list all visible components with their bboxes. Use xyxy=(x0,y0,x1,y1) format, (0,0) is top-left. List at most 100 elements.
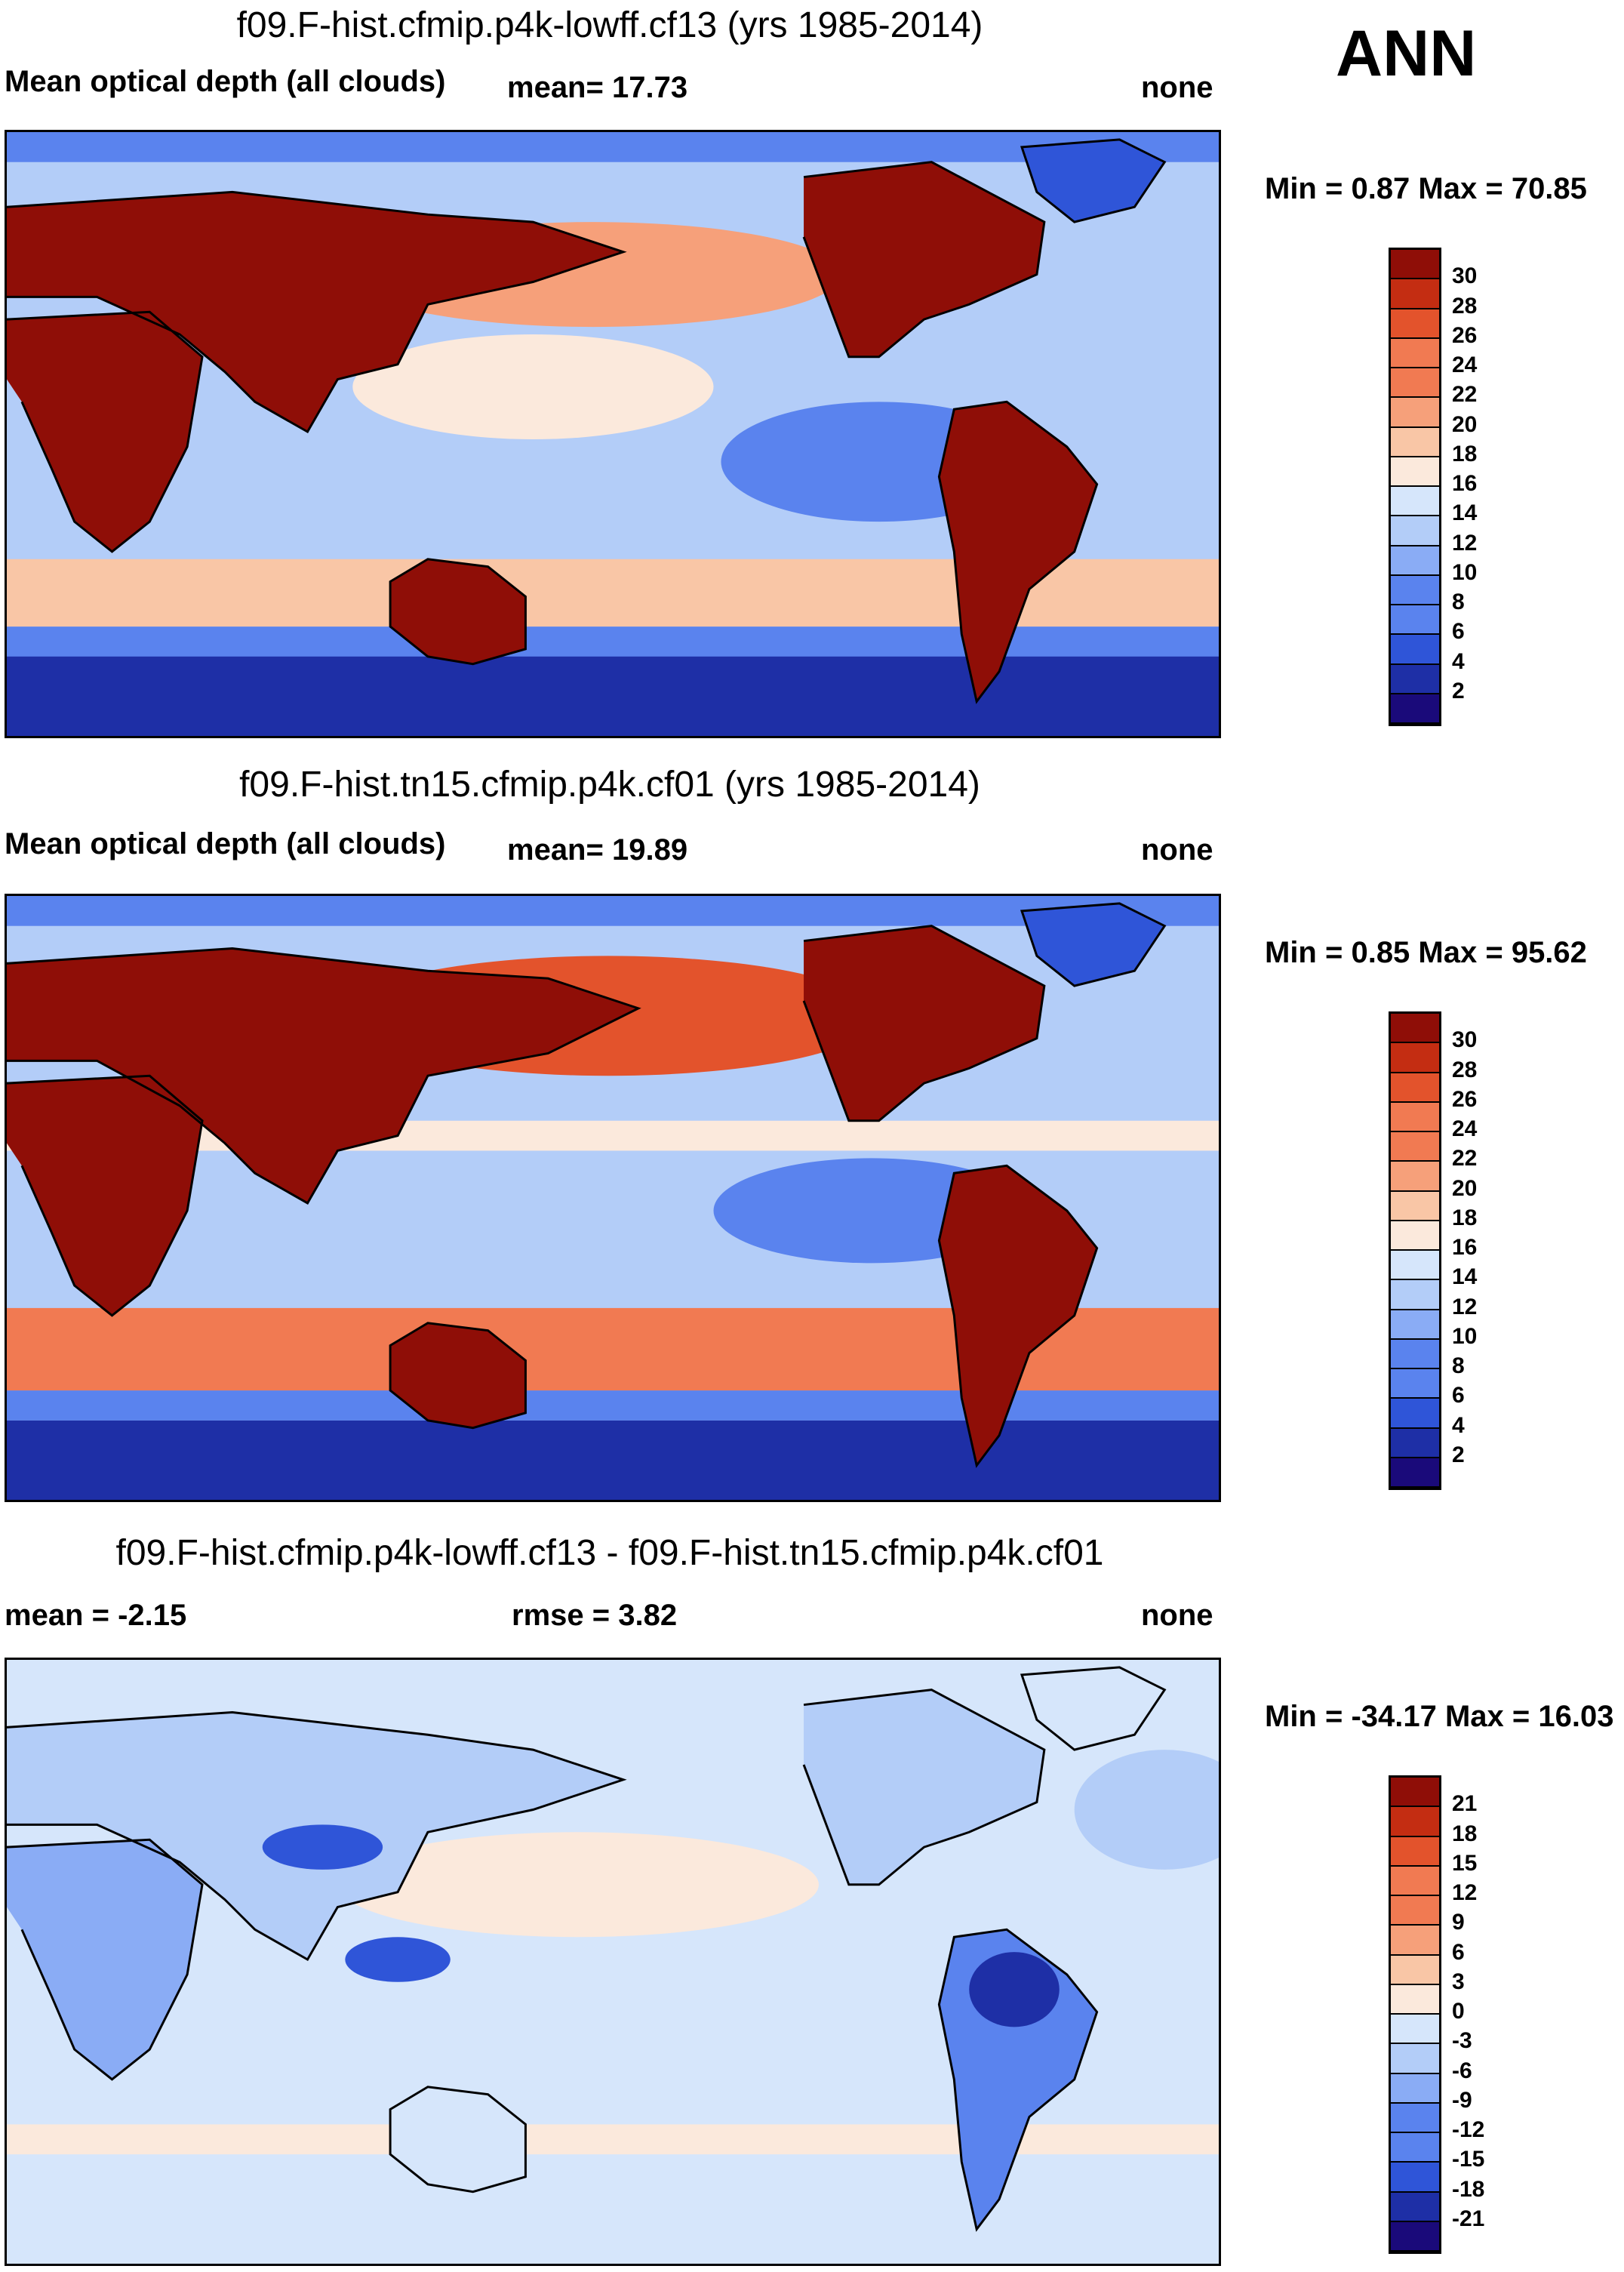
season-label: ANN xyxy=(1336,17,1477,90)
colorbar-swatch xyxy=(1391,694,1439,724)
panel2-map xyxy=(5,894,1221,1502)
colorbar-tick-label: 4 xyxy=(1452,648,1465,674)
north-atlantic-slight-negative xyxy=(1074,1750,1219,1870)
panel2-variable-label: Mean optical depth (all clouds) xyxy=(5,827,446,860)
panel1-colorbar xyxy=(1389,248,1441,726)
amazon-strong-negative xyxy=(969,1952,1060,2027)
colorbar-swatch xyxy=(1391,368,1439,399)
colorbar-tick-label: 2 xyxy=(1452,678,1465,703)
colorbar-swatch xyxy=(1391,1043,1439,1073)
colorbar-tick-label: -6 xyxy=(1452,2058,1472,2083)
north-america-landmass xyxy=(804,925,1044,1121)
colorbar-swatch xyxy=(1391,1310,1439,1340)
panel1-mean: mean= 17.73 xyxy=(507,71,688,104)
eurasia-landmass xyxy=(7,192,623,433)
panel2-title: f09.F-hist.tn15.cfmip.p4k.cf01 (yrs 1985… xyxy=(239,765,980,805)
colorbar-swatch xyxy=(1391,664,1439,694)
colorbar-swatch xyxy=(1391,398,1439,428)
colorbar-tick-label: 20 xyxy=(1452,411,1478,437)
colorbar-tick-label: 26 xyxy=(1452,1086,1478,1112)
north-america-landmass xyxy=(804,162,1044,357)
colorbar-swatch xyxy=(1391,1191,1439,1221)
colorbar-swatch xyxy=(1391,605,1439,636)
panel2-units: none xyxy=(1141,833,1213,867)
panel3-map xyxy=(5,1658,1221,2266)
panel3-minmax: Min = -34.17 Max = 16.03 xyxy=(1265,1700,1614,1733)
colorbar-swatch xyxy=(1391,1458,1439,1488)
coastline xyxy=(7,902,1167,1468)
panel2-minmax: Min = 0.85 Max = 95.62 xyxy=(1265,936,1587,969)
colorbar-swatch xyxy=(1391,457,1439,487)
colorbar-tick-label: 20 xyxy=(1452,1175,1478,1201)
colorbar-tick-label: 22 xyxy=(1452,382,1478,408)
australia-landmass xyxy=(390,559,526,664)
colorbar-tick-label: 16 xyxy=(1452,471,1478,496)
coastline xyxy=(7,138,1167,704)
colorbar-tick-label: 28 xyxy=(1452,293,1478,319)
colorbar-swatch xyxy=(1391,1014,1439,1044)
colorbar-tick-label: 12 xyxy=(1452,1294,1478,1319)
colorbar-tick-label: 8 xyxy=(1452,1353,1465,1378)
colorbar-tick-label: 26 xyxy=(1452,322,1478,348)
colorbar-tick-label: 21 xyxy=(1452,1791,1478,1817)
colorbar-swatch xyxy=(1391,1926,1439,1956)
colorbar-tick-label: 15 xyxy=(1452,1850,1478,1876)
colorbar-swatch xyxy=(1391,1866,1439,1896)
panel3-title: f09.F-hist.cfmip.p4k-lowff.cf13 - f09.F-… xyxy=(115,1533,1104,1573)
colorbar-swatch xyxy=(1391,516,1439,546)
colorbar-tick-label: 18 xyxy=(1452,1205,1478,1230)
colorbar-swatch xyxy=(1391,1339,1439,1369)
colorbar-swatch xyxy=(1391,575,1439,605)
colorbar-tick-label: -15 xyxy=(1452,2147,1485,2172)
colorbar-swatch xyxy=(1391,1836,1439,1867)
colorbar-swatch xyxy=(1391,1428,1439,1458)
colorbar-swatch xyxy=(1391,546,1439,576)
colorbar-tick-label: -21 xyxy=(1452,2206,1485,2231)
south-america-landmass xyxy=(939,1165,1097,1466)
colorbar-tick-label: -12 xyxy=(1452,2117,1485,2142)
greenland-landmass xyxy=(1021,903,1165,987)
colorbar-tick-label: 0 xyxy=(1452,1999,1465,2024)
colorbar-tick-label: 10 xyxy=(1452,1323,1478,1349)
colorbar-tick-label: 9 xyxy=(1452,1910,1465,1935)
colorbar-tick-label: 24 xyxy=(1452,1116,1478,1141)
colorbar-swatch xyxy=(1391,2163,1439,2193)
colorbar-tick-label: 18 xyxy=(1452,1821,1478,1846)
colorbar-tick-label: -3 xyxy=(1452,2028,1472,2054)
panel1-map xyxy=(5,130,1221,738)
southern-ocean-inner-band xyxy=(7,626,1219,657)
colorbar-swatch xyxy=(1391,2192,1439,2222)
colorbar-swatch xyxy=(1391,2221,1439,2252)
panel3-mean: mean = -2.15 xyxy=(5,1599,187,1632)
colorbar-swatch xyxy=(1391,1778,1439,1808)
panel3-units: none xyxy=(1141,1599,1213,1632)
colorbar-swatch xyxy=(1391,2103,1439,2133)
colorbar-tick-label: -9 xyxy=(1452,2087,1472,2113)
colorbar-swatch xyxy=(1391,250,1439,280)
colorbar-swatch xyxy=(1391,1102,1439,1132)
colorbar-swatch xyxy=(1391,279,1439,309)
colorbar-swatch xyxy=(1391,1073,1439,1103)
colorbar-tick-label: 24 xyxy=(1452,352,1478,377)
maritime-continent-negative xyxy=(345,1937,451,1982)
south-america-landmass xyxy=(939,402,1097,702)
colorbar-tick-label: 2 xyxy=(1452,1442,1465,1467)
southern-ocean-inner-band xyxy=(7,1390,1219,1421)
colorbar-swatch xyxy=(1391,1251,1439,1281)
north-america-difference xyxy=(804,1689,1044,1885)
australia-difference xyxy=(390,2086,526,2192)
colorbar-tick-label: 22 xyxy=(1452,1146,1478,1171)
southern-ocean-band xyxy=(7,1420,1219,1500)
colorbar-tick-label: 6 xyxy=(1452,1383,1465,1408)
colorbar-tick-label: 10 xyxy=(1452,559,1478,585)
colorbar-swatch xyxy=(1391,1162,1439,1192)
southern-band-slight-positive xyxy=(7,2124,1219,2155)
colorbar-swatch xyxy=(1391,2044,1439,2074)
colorbar-swatch xyxy=(1391,309,1439,339)
colorbar-tick-label: 14 xyxy=(1452,500,1478,526)
colorbar-tick-label: 30 xyxy=(1452,263,1478,289)
arctic-band xyxy=(7,132,1219,162)
colorbar-swatch xyxy=(1391,2133,1439,2163)
colorbar-swatch xyxy=(1391,1369,1439,1399)
africa-landmass xyxy=(7,1076,203,1316)
